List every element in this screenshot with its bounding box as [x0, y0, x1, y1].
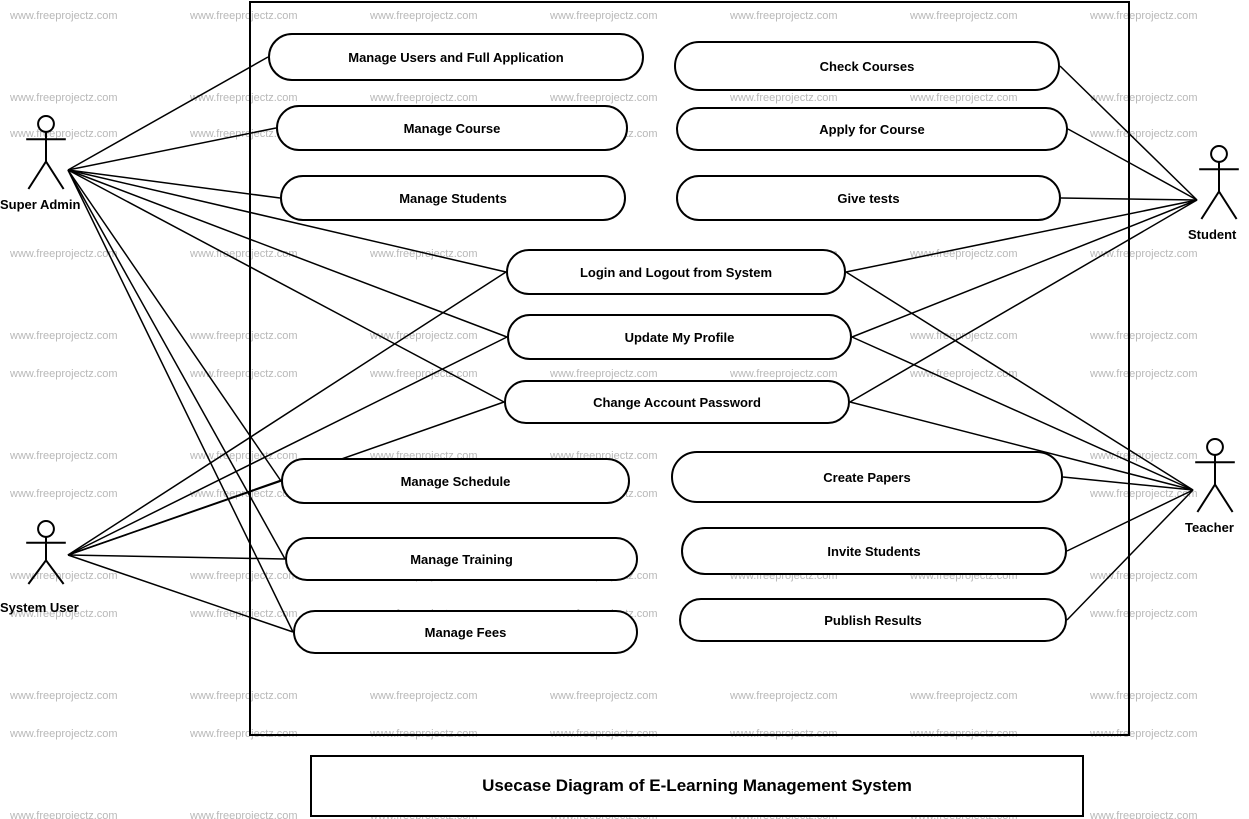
usecase-manage-fees: Manage Fees — [293, 610, 638, 654]
usecase-manage-users: Manage Users and Full Application — [268, 33, 644, 81]
usecase-change-password: Change Account Password — [504, 380, 850, 424]
actor-super-admin — [24, 115, 68, 195]
diagram-title-text: Usecase Diagram of E-Learning Management… — [482, 776, 912, 796]
watermark-text: www.freeprojectz.com — [190, 810, 298, 819]
watermark-text: www.freeprojectz.com — [10, 728, 118, 740]
actor-label-teacher: Teacher — [1185, 520, 1234, 535]
actor-label-super-admin: Super Admin — [0, 197, 80, 212]
usecase-label: Manage Schedule — [401, 474, 511, 489]
watermark-text: www.freeprojectz.com — [10, 488, 118, 500]
usecase-create-papers: Create Papers — [671, 451, 1063, 503]
usecase-label: Publish Results — [824, 613, 922, 628]
actor-system-user — [24, 520, 68, 590]
usecase-manage-schedule: Manage Schedule — [281, 458, 630, 504]
usecase-give-tests: Give tests — [676, 175, 1061, 221]
usecase-label: Apply for Course — [819, 122, 924, 137]
usecase-label: Create Papers — [823, 470, 910, 485]
actor-teacher — [1193, 438, 1237, 518]
actor-student — [1197, 145, 1241, 225]
watermark-text: www.freeprojectz.com — [1090, 810, 1198, 819]
usecase-label: Give tests — [837, 191, 899, 206]
usecase-apply-course: Apply for Course — [676, 107, 1068, 151]
usecase-label: Login and Logout from System — [580, 265, 772, 280]
usecase-invite-students: Invite Students — [681, 527, 1067, 575]
usecase-label: Manage Training — [410, 552, 513, 567]
watermark-text: www.freeprojectz.com — [10, 92, 118, 104]
usecase-manage-training: Manage Training — [285, 537, 638, 581]
usecase-manage-students: Manage Students — [280, 175, 626, 221]
watermark-text: www.freeprojectz.com — [10, 690, 118, 702]
diagram-title: Usecase Diagram of E-Learning Management… — [310, 755, 1084, 817]
usecase-label: Manage Users and Full Application — [348, 50, 564, 65]
watermark-text: www.freeprojectz.com — [10, 10, 118, 22]
usecase-label: Manage Fees — [425, 625, 507, 640]
usecase-label: Invite Students — [827, 544, 920, 559]
watermark-text: www.freeprojectz.com — [10, 810, 118, 819]
usecase-manage-course: Manage Course — [276, 105, 628, 151]
usecase-label: Manage Course — [404, 121, 501, 136]
usecase-publish-results: Publish Results — [679, 598, 1067, 642]
watermark-text: www.freeprojectz.com — [10, 330, 118, 342]
actor-label-system-user: System User — [0, 600, 79, 615]
usecase-update-profile: Update My Profile — [507, 314, 852, 360]
watermark-text: www.freeprojectz.com — [10, 368, 118, 380]
usecase-label: Manage Students — [399, 191, 507, 206]
usecase-label: Update My Profile — [625, 330, 735, 345]
usecase-label: Change Account Password — [593, 395, 761, 410]
usecase-login-logout: Login and Logout from System — [506, 249, 846, 295]
usecase-label: Check Courses — [820, 59, 915, 74]
watermark-text: www.freeprojectz.com — [10, 450, 118, 462]
actor-label-student: Student — [1188, 227, 1236, 242]
usecase-check-courses: Check Courses — [674, 41, 1060, 91]
watermark-text: www.freeprojectz.com — [10, 248, 118, 260]
